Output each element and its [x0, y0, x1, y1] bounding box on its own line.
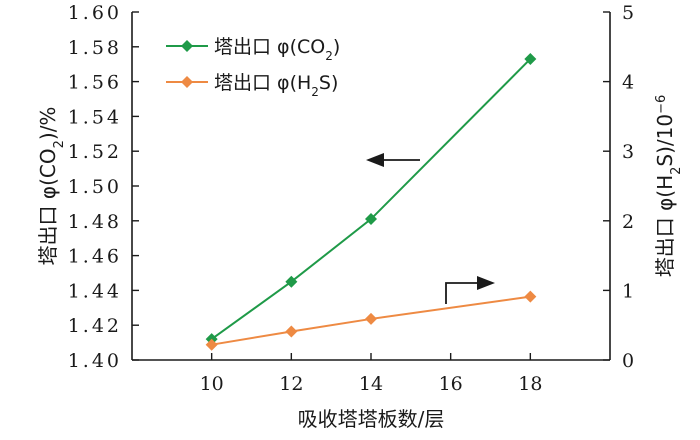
right-tick-label: 1 [622, 280, 634, 302]
data-point [205, 338, 218, 351]
left-tick-label: 1.50 [68, 176, 122, 198]
left-tick-label: 1.44 [68, 280, 122, 302]
x-axis-label: 吸收塔塔板数/层 [298, 407, 445, 431]
right-arrow-annotation [445, 276, 495, 304]
right-tick-label: 5 [622, 2, 634, 24]
legend-label-h2s: 塔出口 φ(H2S) [214, 72, 338, 99]
left-y-axis-label: 塔出口 φ(CO2)/% [36, 107, 67, 266]
right-y-axis-label: 塔出口 φ(H2S)/10−6 [653, 95, 684, 278]
series-line-0 [211, 58, 532, 340]
left-tick-label: 1.54 [68, 106, 122, 128]
legend-marker-h2s [181, 76, 193, 88]
left-tick-label: 1.58 [68, 37, 122, 59]
left-tick-label: 1.60 [68, 2, 122, 24]
right-tick-label: 0 [622, 350, 634, 372]
right-tick-label: 3 [622, 141, 634, 163]
data-point [285, 275, 298, 288]
left-axis-ticks: 1.40 1.42 1.44 1.46 1.48 1.50 1.52 1.54 1.56 1.58… [68, 2, 139, 372]
legend: 塔出口 φ(CO2) 塔出口 φ(H2S) [166, 36, 340, 99]
left-tick-label: 1.48 [68, 211, 122, 233]
bottom-tick-label: 14 [359, 373, 383, 395]
left-tick-label: 1.40 [68, 350, 122, 372]
right-tick-label: 2 [622, 211, 634, 233]
bottom-tick-label: 16 [439, 373, 463, 395]
series-line-1 [211, 295, 531, 346]
data-point [285, 325, 298, 338]
left-tick-label: 1.42 [68, 315, 122, 337]
bottom-tick-label: 10 [200, 373, 224, 395]
data-point [524, 290, 537, 303]
right-axis-ticks: 0 1 2 3 4 5 [603, 2, 634, 372]
data-point [365, 312, 377, 325]
left-tick-label: 1.52 [68, 141, 122, 163]
data-point [524, 52, 537, 65]
legend-label-co2: 塔出口 φ(CO2) [214, 36, 340, 63]
series-layer [205, 52, 537, 351]
bottom-axis-ticks: 10 12 14 16 18 [200, 353, 542, 395]
left-arrow-annotation [366, 153, 420, 167]
legend-marker-co2 [181, 40, 193, 52]
bottom-tick-label: 18 [518, 373, 542, 395]
bottom-tick-label: 12 [279, 373, 303, 395]
data-point [365, 213, 377, 226]
left-tick-label: 1.46 [68, 246, 122, 268]
right-tick-label: 4 [622, 72, 634, 94]
left-tick-label: 1.56 [68, 72, 122, 94]
